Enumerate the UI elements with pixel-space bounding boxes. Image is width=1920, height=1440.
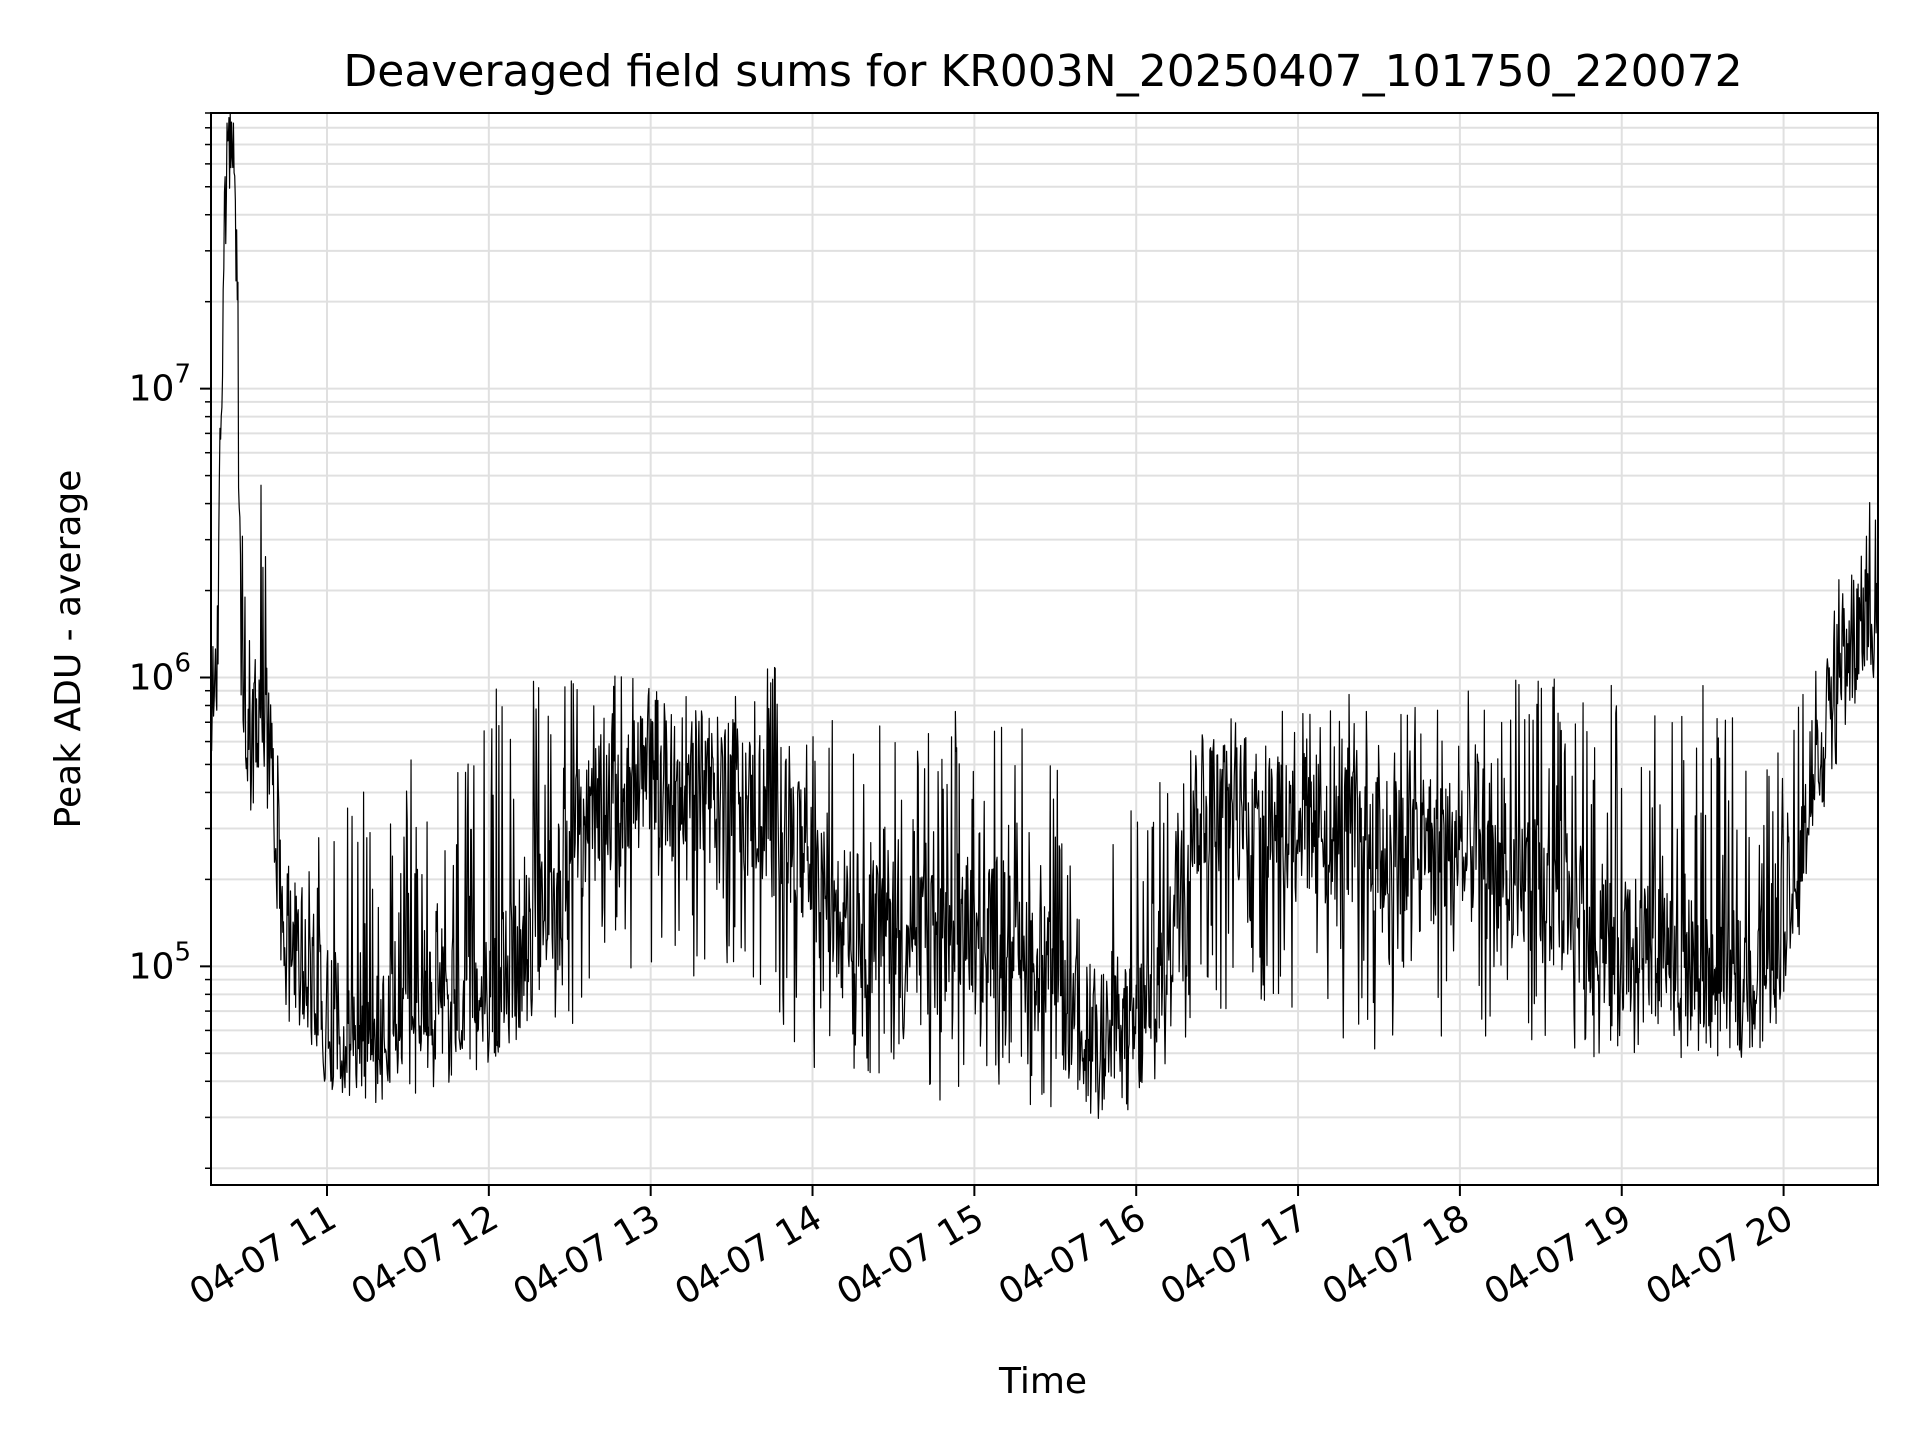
y-tick-label: 105 — [129, 937, 191, 987]
grid — [211, 112, 1878, 1185]
y-axis-label: Peak ADU - average — [48, 470, 89, 829]
y-tick-label: 106 — [129, 648, 191, 698]
series-layer — [210, 113, 1879, 1119]
x-axis-label: Time — [998, 1361, 1087, 1402]
plot-frame — [210, 112, 1879, 1186]
y-tick-label: 107 — [129, 360, 191, 410]
chart-title: Deaveraged field sums for KR003N_2025040… — [343, 46, 1742, 97]
series-line — [210, 113, 1879, 1119]
